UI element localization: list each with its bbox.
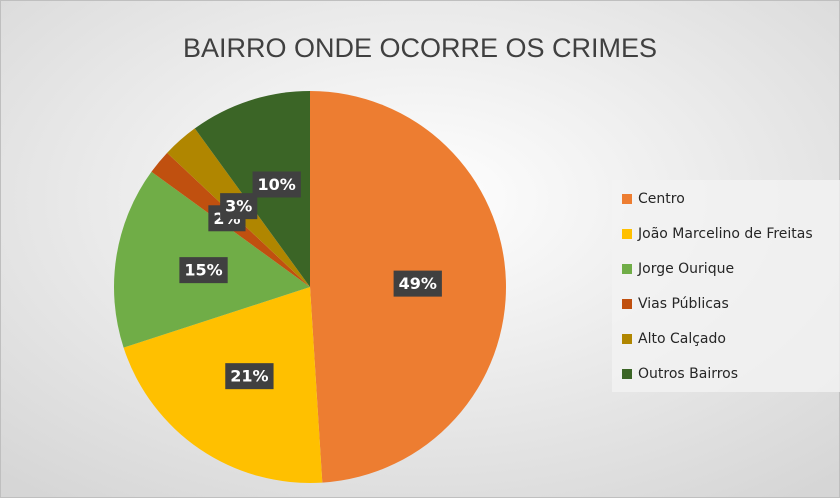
legend-swatch bbox=[622, 264, 632, 274]
data-label-text: 15% bbox=[184, 261, 222, 280]
pie-slice bbox=[123, 287, 323, 484]
data-label-text: 21% bbox=[230, 367, 268, 386]
chart-title: BAIRRO ONDE OCORRE OS CRIMES bbox=[183, 33, 657, 63]
legend-label: Centro bbox=[638, 191, 685, 207]
legend-label: João Marcelino de Freitas bbox=[637, 226, 813, 242]
legend-box bbox=[612, 180, 840, 392]
legend-label: Jorge Ourique bbox=[637, 261, 734, 277]
legend-label: Outros Bairros bbox=[638, 366, 738, 382]
pie-slice bbox=[194, 91, 310, 287]
legend-label: Vias Públicas bbox=[638, 296, 729, 312]
legend-swatch bbox=[622, 369, 632, 379]
legend-swatch bbox=[622, 334, 632, 344]
legend-label: Alto Calçado bbox=[638, 331, 726, 347]
data-label-box bbox=[252, 171, 301, 198]
legend-swatch bbox=[622, 229, 632, 239]
data-label-box bbox=[179, 257, 228, 284]
legend-swatch bbox=[622, 299, 632, 309]
data-label-text: 3% bbox=[225, 197, 252, 216]
data-label-text: 49% bbox=[399, 274, 437, 293]
legend-swatch bbox=[622, 194, 632, 204]
data-label-box bbox=[225, 363, 274, 390]
data-label-box bbox=[393, 270, 442, 297]
data-label-box bbox=[220, 193, 258, 220]
data-label-text: 10% bbox=[258, 175, 296, 194]
